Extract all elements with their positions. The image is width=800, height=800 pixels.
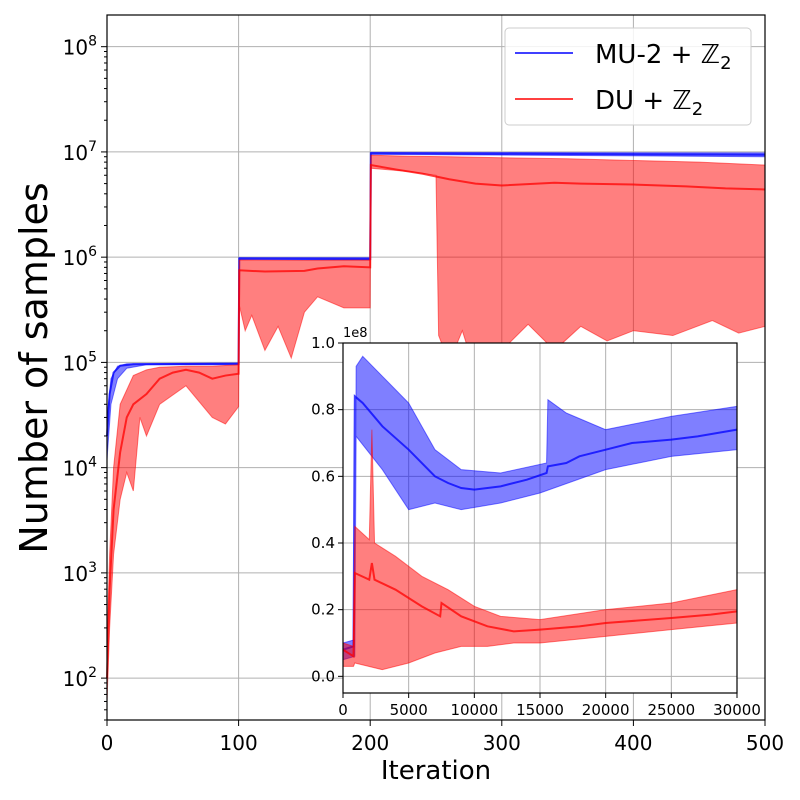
inset-x-tick-label: 15000 [516,701,564,719]
y-tick-exponent: 4 [88,455,97,471]
x-axis-ticks: 0 100 200 300 400 500 [101,720,784,755]
inset-y-ticks: 0.0 0.2 0.4 0.6 0.8 1.0 [311,334,343,685]
legend-name: MU-2 + ℤ [595,40,720,70]
inset-plot: 0 5000 10000 15000 20000 25000 300000.00.20.40… [311,326,761,719]
inset-x-tick-label: 20000 [582,701,630,719]
y-tick-base: 10 [63,457,88,481]
inset-x-tick-label: 0 [338,701,348,719]
legend-name: DU + ℤ [595,86,692,116]
x-tick-label: 0 [101,731,114,755]
legend-label: DU + ℤ2 [595,86,703,120]
y-tick-label: 105 [63,349,97,375]
y-tick-exponent: 8 [88,34,97,50]
x-tick-label: 200 [351,731,389,755]
x-axis-label: Iteration [381,756,491,786]
main-plot: 0 100 200 300 400 500102103104105106107108Ite… [12,14,784,786]
inset-x-ticks: 0 5000 10000 15000 20000 25000 30000 [338,693,761,719]
inset-y-tick-label: 0.8 [311,401,335,419]
y-tick-exponent: 5 [88,349,97,365]
inset-y-tick-label: 0.4 [311,534,335,552]
legend-label: MU-2 + ℤ2 [595,40,732,74]
y-tick-label: 108 [63,34,97,60]
y-tick-base: 10 [63,562,88,586]
y-tick-exponent: 7 [88,139,97,155]
y-tick-label: 103 [63,560,97,586]
y-tick-exponent: 6 [88,244,97,260]
inset-x-tick-label: 10000 [450,701,498,719]
inset-series-line [342,562,738,659]
y-tick-label: 106 [63,244,97,270]
inset-series-band [342,355,738,661]
inset-y-tick-label: 0.0 [311,667,335,685]
y-tick-base: 10 [63,351,88,375]
y-tick-exponent: 3 [88,560,97,576]
x-tick-label: 500 [746,731,784,755]
x-tick-label: 300 [483,731,521,755]
y-tick-label: 104 [63,455,97,481]
inset-x-tick-label: 30000 [713,701,761,719]
x-tick-label: 100 [220,731,258,755]
inset-y-tick-label: 0.6 [311,467,335,485]
y-tick-base: 10 [63,141,88,165]
y-tick-exponent: 2 [88,665,97,681]
inset-x-tick-label: 25000 [647,701,695,719]
y-tick-base: 10 [63,36,88,60]
y-tick-label: 102 [63,665,97,691]
series-line [106,163,766,679]
legend-subscript: 2 [692,99,703,120]
x-tick-label: 400 [614,731,652,755]
y-tick-base: 10 [63,667,88,691]
inset-series-line [342,394,738,651]
y-tick-label: 107 [63,139,97,165]
legend-subscript: 2 [720,53,731,74]
inset-y-tick-label: 1.0 [311,334,335,352]
y-axis-label: Number of samples [12,182,56,553]
inset-y-multiplier: 1e8 [343,326,368,341]
inset-y-tick-label: 0.2 [311,601,335,619]
y-tick-base: 10 [63,246,88,270]
inset-x-tick-label: 5000 [390,701,428,719]
